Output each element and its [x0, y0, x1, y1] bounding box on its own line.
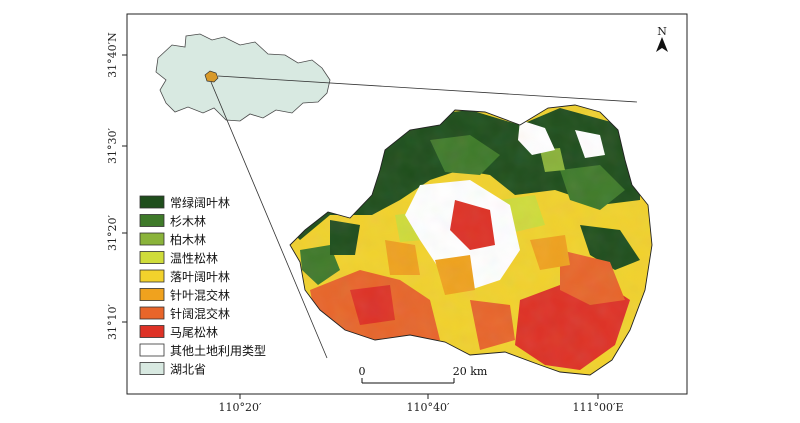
legend-swatch [139, 251, 165, 264]
legend-label: 温性松林 [170, 252, 218, 266]
y-tick-label: 31°30′ [106, 128, 119, 164]
legend-label: 针叶混交林 [170, 288, 230, 303]
y-tick-label: 31°10′ [106, 304, 119, 340]
study-area-forest-map [290, 105, 652, 375]
legend-label: 湖北省 [170, 362, 206, 377]
legend-swatch [139, 214, 165, 227]
legend-label: 柏木林 [170, 232, 206, 247]
x-tick-label: 110°40′ [407, 401, 450, 414]
legend-swatch [139, 343, 165, 357]
map-frame [126, 13, 688, 395]
legend-label: 常绿阔叶林 [170, 195, 230, 210]
north-arrow-icon [656, 37, 668, 52]
legend-swatch [139, 195, 165, 209]
legend-swatch [139, 232, 165, 246]
legend-swatch [139, 306, 165, 320]
scale-end-label: 20 km [453, 365, 488, 378]
legend: 常绿阔叶林杉木林柏木林温性松林落叶阔叶林针叶混交林针阔混交林马尾松林其他土地利用… [139, 195, 266, 377]
legend-swatch [139, 269, 165, 283]
frame-ticks [122, 54, 599, 399]
legend-swatch [139, 325, 165, 338]
y-tick-label: 31°40′N [106, 32, 119, 78]
north-arrow-label: N [657, 25, 667, 38]
inset-connector-line [217, 75, 638, 103]
legend-label: 马尾松林 [170, 326, 218, 340]
legend-label: 落叶阔叶林 [170, 270, 230, 284]
x-tick-label: 111°00′E [572, 401, 623, 414]
legend-label: 其他土地利用类型 [170, 344, 266, 358]
scale-bar: 0 20 km [359, 365, 488, 384]
legend-label: 杉木林 [170, 215, 206, 229]
study-area-locator [204, 70, 219, 83]
legend-swatch [139, 288, 165, 301]
study-area-boundary [289, 104, 653, 376]
north-arrow: N [656, 25, 668, 52]
legend-label: 针阔混交林 [170, 306, 230, 321]
y-tick-label: 31°20′ [106, 215, 119, 251]
scale-start-label: 0 [359, 365, 366, 378]
legend-swatch [139, 362, 165, 375]
x-tick-label: 110°20′ [219, 401, 262, 414]
inset-connector-line [210, 81, 328, 359]
